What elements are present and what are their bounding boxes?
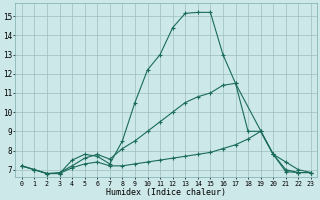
X-axis label: Humidex (Indice chaleur): Humidex (Indice chaleur): [106, 188, 226, 197]
